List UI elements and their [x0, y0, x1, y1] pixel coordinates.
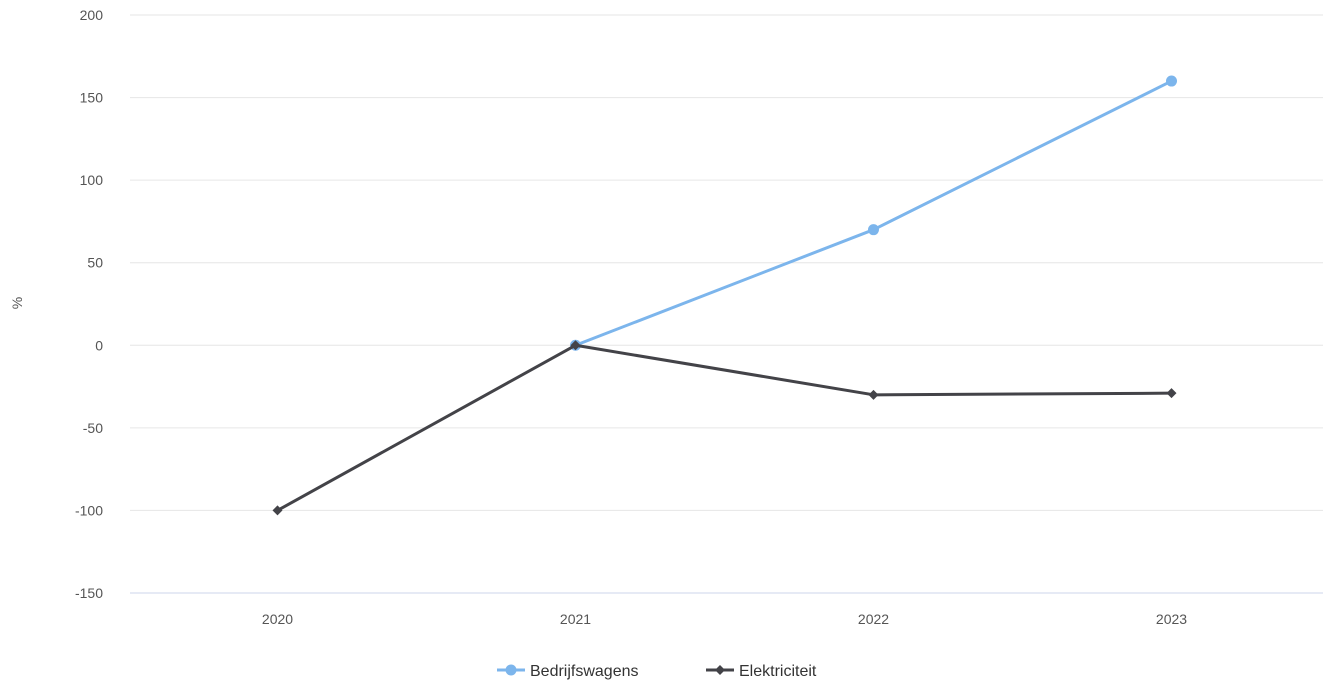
- y-tick-label: 50: [87, 255, 103, 271]
- y-tick-label: 150: [80, 90, 104, 106]
- series-1: [272, 340, 1177, 516]
- data-point: [1166, 75, 1177, 87]
- y-tick-label: -50: [83, 420, 103, 436]
- data-point: [272, 505, 283, 516]
- legend-label: Bedrijfswagens: [530, 663, 639, 680]
- series-line: [276, 343, 1173, 512]
- y-axis-ticks: 200 150 100 50 0 -50 -100 -150: [75, 7, 103, 601]
- x-tick-label: 2021: [560, 611, 591, 627]
- diamond-marker-icon: [715, 665, 725, 675]
- data-point: [868, 389, 879, 400]
- legend[interactable]: Bedrijfswagens Elektriciteit: [497, 663, 817, 680]
- data-point: [570, 340, 581, 351]
- circle-marker-icon: [505, 664, 517, 676]
- y-tick-label: 100: [80, 172, 104, 188]
- legend-item-0[interactable]: Bedrijfswagens: [497, 663, 639, 680]
- x-axis-ticks: 2020 2021 2022 2023: [262, 611, 1187, 627]
- y-axis-title: %: [9, 297, 25, 309]
- data-point: [868, 224, 879, 236]
- y-tick-label: 200: [80, 7, 104, 23]
- x-tick-label: 2022: [858, 611, 889, 627]
- legend-item-1[interactable]: Elektriciteit: [706, 663, 817, 680]
- y-tick-label: 0: [95, 337, 103, 353]
- gridlines: [130, 14, 1323, 594]
- data-point: [1166, 388, 1177, 399]
- series: [272, 75, 1177, 516]
- x-tick-label: 2020: [262, 611, 293, 627]
- series-line: [574, 79, 1173, 347]
- y-tick-label: -150: [75, 585, 103, 601]
- series-0: [570, 75, 1177, 351]
- y-tick-label: -100: [75, 502, 103, 518]
- legend-label: Elektriciteit: [739, 663, 817, 680]
- x-tick-label: 2023: [1156, 611, 1187, 627]
